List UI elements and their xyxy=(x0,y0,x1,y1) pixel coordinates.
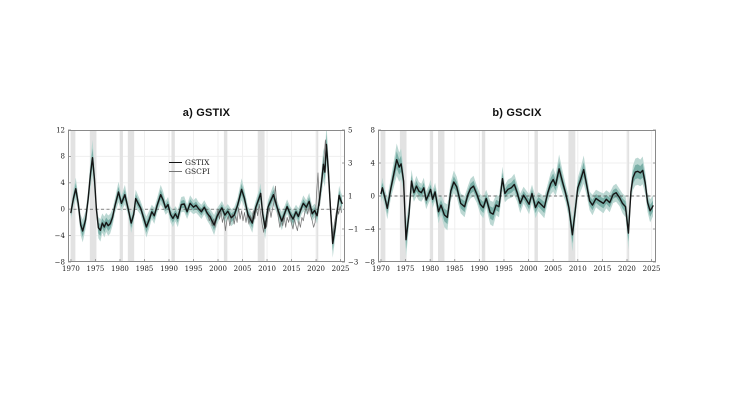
confidence-band-inner xyxy=(70,133,343,251)
tick-labels: 1970 1975 1980 1985 1990 1995 2000 2005 2010 2015… xyxy=(365,126,661,273)
series-line-gstix xyxy=(70,143,343,245)
x-tick-label: 2005 xyxy=(234,265,252,273)
panel-b-plot: 1970 1975 1980 1985 1990 1995 2000 2005 2010 2015… xyxy=(365,126,661,273)
x-tick-label: 1970 xyxy=(372,265,390,273)
x-tick-label: 2000 xyxy=(209,265,227,273)
x-tick-label: 2025 xyxy=(643,265,661,273)
y-left-tick-label: 8 xyxy=(61,153,65,161)
y-right-tick-label: 5 xyxy=(348,126,352,134)
y-left-tick-label: −4 xyxy=(365,225,376,233)
y-left-tick-label: 4 xyxy=(61,179,66,187)
x-tick-label: 1995 xyxy=(185,265,203,273)
x-tick-label: 1990 xyxy=(470,265,488,273)
y-left-tick-label: −8 xyxy=(365,258,375,266)
y-left-tick-label: 8 xyxy=(371,126,375,134)
gstix-line-swatch xyxy=(169,162,182,163)
legend: GSTIX GSCPI xyxy=(169,158,210,176)
y-right-tick-label: −3 xyxy=(348,258,358,266)
x-tick-label: 1995 xyxy=(495,265,513,273)
confidence-band-outer xyxy=(70,130,343,258)
x-tick-label: 1975 xyxy=(397,265,415,273)
tick-marks xyxy=(378,129,656,263)
panel-b-title: b) GSCIX xyxy=(492,107,542,119)
x-tick-label: 1980 xyxy=(421,265,439,273)
x-tick-label: 2010 xyxy=(569,265,587,273)
y-left-tick-label: 0 xyxy=(61,206,65,214)
x-tick-label: 2020 xyxy=(307,265,325,273)
y-left-tick-label: 12 xyxy=(56,126,65,134)
x-tick-label: 2000 xyxy=(520,265,538,273)
y-right-tick-label: 1 xyxy=(348,192,352,200)
recession-bands xyxy=(70,130,319,262)
x-tick-label: 1980 xyxy=(111,265,129,273)
panel-a-title: a) GSTIX xyxy=(182,107,231,119)
y-left-tick-label: 0 xyxy=(371,192,375,200)
y-right-tick-label: −1 xyxy=(348,225,358,233)
legend-label-gstix: GSTIX xyxy=(185,158,210,167)
x-tick-label: 2015 xyxy=(593,265,611,273)
y-left-tick-label: 4 xyxy=(371,159,376,167)
x-tick-label: 2025 xyxy=(332,265,350,273)
series-line-gscix xyxy=(380,159,654,241)
plot-area xyxy=(68,130,345,258)
tick-labels: 1970 1975 1980 1985 1990 1995 2000 2005 2010 2015… xyxy=(55,126,359,273)
legend-label-gscpi: GSCPI xyxy=(185,167,210,176)
x-tick-label: 2005 xyxy=(544,265,562,273)
legend-item-gscpi: GSCPI xyxy=(169,167,210,176)
y-left-tick-label: −8 xyxy=(55,258,65,266)
x-tick-label: 1975 xyxy=(87,265,105,273)
x-tick-label: 1970 xyxy=(62,265,80,273)
x-tick-label: 2010 xyxy=(258,265,276,273)
x-tick-label: 1985 xyxy=(446,265,464,273)
y-left-tick-label: −4 xyxy=(55,232,66,240)
x-tick-label: 2015 xyxy=(283,265,301,273)
panel-a-plot: 1970 1975 1980 1985 1990 1995 2000 2005 2010 2015… xyxy=(55,126,359,273)
legend-item-gstix: GSTIX xyxy=(169,158,210,167)
y-right-tick-label: 3 xyxy=(348,159,352,167)
x-tick-label: 1985 xyxy=(136,265,154,273)
gscpi-line-swatch xyxy=(169,171,182,172)
plot-area xyxy=(378,143,656,258)
tick-marks xyxy=(68,129,345,263)
x-tick-label: 2020 xyxy=(618,265,636,273)
x-tick-label: 1990 xyxy=(160,265,178,273)
